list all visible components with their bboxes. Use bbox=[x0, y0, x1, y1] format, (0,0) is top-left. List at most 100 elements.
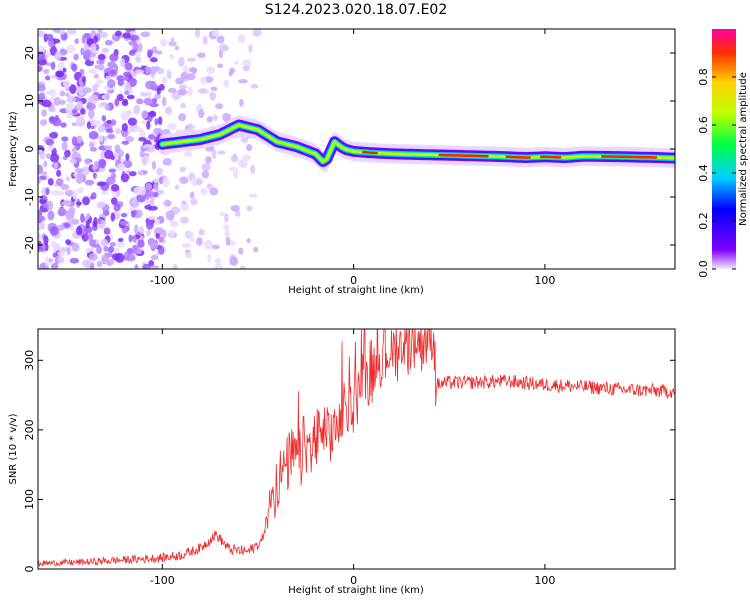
spectrogram-blob bbox=[209, 91, 217, 101]
spectrogram-blob bbox=[109, 53, 119, 62]
spectrogram-blob bbox=[211, 244, 220, 250]
spectrogram-blob bbox=[120, 173, 130, 183]
spectrogram-blob bbox=[38, 175, 47, 180]
spectrogram-blob bbox=[84, 179, 95, 186]
spectrogram-blob bbox=[88, 68, 98, 74]
spectrogram-blob bbox=[250, 164, 256, 174]
spectrogram-blob bbox=[200, 187, 208, 196]
spectrogram-blob bbox=[223, 79, 230, 89]
spectrogram-blob bbox=[45, 62, 52, 67]
spectrogram-blob bbox=[229, 256, 239, 267]
spectrogram-blob bbox=[96, 260, 103, 268]
spectrogram-blob bbox=[223, 224, 230, 231]
spectrogram-blob bbox=[38, 215, 46, 222]
spectrogram-x-label: Height of straight line (km) bbox=[288, 285, 424, 296]
spectrogram-blob bbox=[228, 166, 239, 172]
spectrogram-blob bbox=[178, 113, 187, 122]
spectrogram-blob bbox=[197, 52, 206, 59]
spectrogram-blob bbox=[38, 84, 46, 92]
spectrogram-blob bbox=[206, 116, 213, 123]
spectrogram-blob bbox=[185, 251, 193, 259]
spectrogram-blob bbox=[73, 53, 79, 61]
spectrogram-blob bbox=[149, 80, 157, 91]
spectrogram-blob bbox=[142, 157, 147, 166]
spectrogram-blob bbox=[92, 163, 97, 171]
spectrogram-blob bbox=[39, 199, 47, 205]
spectrogram-blob bbox=[61, 200, 72, 207]
spectrogram-blob bbox=[210, 86, 218, 91]
spectrogram-blob bbox=[116, 240, 125, 248]
spectrogram-blob bbox=[110, 197, 118, 206]
spectrogram-blob bbox=[149, 242, 159, 250]
spectrogram-blob bbox=[155, 232, 160, 240]
spectrogram-blob bbox=[120, 212, 128, 218]
spectrogram-blob bbox=[145, 182, 153, 191]
spectrogram-blob bbox=[179, 166, 187, 173]
spectrogram-blob bbox=[38, 245, 44, 252]
spectrogram-blob bbox=[99, 31, 109, 39]
spectrogram-blob bbox=[86, 102, 96, 111]
ridge-peak bbox=[539, 155, 562, 159]
spectrogram-blob bbox=[168, 54, 175, 60]
spectrogram-blob bbox=[38, 176, 42, 184]
snr-panel: -100 0 100 0 100 200 300 Height of straight l… bbox=[8, 328, 676, 596]
spectrogram-blob bbox=[69, 84, 77, 95]
spectrogram-blob bbox=[163, 199, 172, 207]
spectrogram-blob bbox=[85, 220, 90, 229]
spectrogram-blob bbox=[203, 239, 214, 250]
y-tick-label: 0 bbox=[23, 566, 36, 573]
spectrogram-blob bbox=[174, 184, 180, 190]
spectrogram-blob bbox=[225, 236, 231, 246]
spectrogram-blob bbox=[43, 160, 48, 168]
spectrogram-blob bbox=[100, 220, 107, 225]
spectrogram-blob bbox=[161, 96, 167, 107]
spectrogram-blob bbox=[133, 42, 139, 52]
spectrogram-blob bbox=[222, 112, 232, 122]
spectrogram-blob bbox=[147, 49, 153, 57]
snr-x-ticks: -100 0 100 bbox=[150, 329, 555, 587]
spectrogram-blob bbox=[205, 156, 212, 164]
spectrogram-blob bbox=[88, 232, 94, 243]
spectrogram-blob bbox=[74, 168, 85, 173]
spectrogram-blob bbox=[146, 229, 151, 237]
spectrogram-blob bbox=[81, 165, 90, 176]
spectrogram-blob bbox=[103, 145, 113, 150]
spectrogram-blob bbox=[39, 150, 46, 160]
spectrogram-blob bbox=[196, 237, 203, 246]
spectrogram-blob bbox=[142, 263, 151, 269]
spectrogram-blob bbox=[114, 252, 125, 263]
spectrogram-blob bbox=[198, 228, 205, 236]
spectrogram-blob bbox=[83, 49, 92, 59]
spectrogram-blob bbox=[191, 67, 197, 75]
spectrogram-blob bbox=[151, 97, 158, 104]
spectrogram-blob bbox=[158, 116, 163, 125]
spectrogram-blob bbox=[47, 210, 55, 221]
spectrogram-blob bbox=[165, 210, 175, 221]
spectrogram-blob bbox=[57, 251, 66, 257]
colorbar-tick-label: 0.4 bbox=[697, 164, 710, 182]
spectrogram-blob bbox=[150, 57, 158, 63]
spectrogram-blob bbox=[116, 163, 126, 172]
spectrogram-blob bbox=[138, 137, 147, 142]
spectrogram-blob bbox=[69, 159, 78, 164]
spectrogram-blob bbox=[109, 242, 116, 247]
spectrogram-blob bbox=[124, 62, 133, 71]
spectrogram-blob bbox=[88, 109, 95, 119]
spectrogram-blob bbox=[71, 147, 77, 154]
spectrogram-blob bbox=[52, 252, 58, 258]
spectrogram-blob bbox=[180, 71, 189, 80]
spectrogram-blob bbox=[220, 45, 230, 52]
spectrogram-blob bbox=[234, 60, 239, 65]
spectrogram-blob bbox=[76, 170, 83, 179]
spectrogram-blob bbox=[76, 100, 83, 110]
spectrogram-blob bbox=[242, 65, 251, 72]
spectrogram-blob bbox=[135, 56, 142, 63]
spectrogram-blob bbox=[49, 131, 59, 139]
spectrogram-blob bbox=[57, 256, 65, 264]
spectrogram-blob bbox=[149, 265, 160, 269]
spectrogram-blob bbox=[110, 212, 116, 222]
spectrogram-blob bbox=[181, 200, 187, 205]
spectrogram-blob bbox=[75, 117, 86, 127]
spectrogram-blob bbox=[43, 235, 49, 245]
